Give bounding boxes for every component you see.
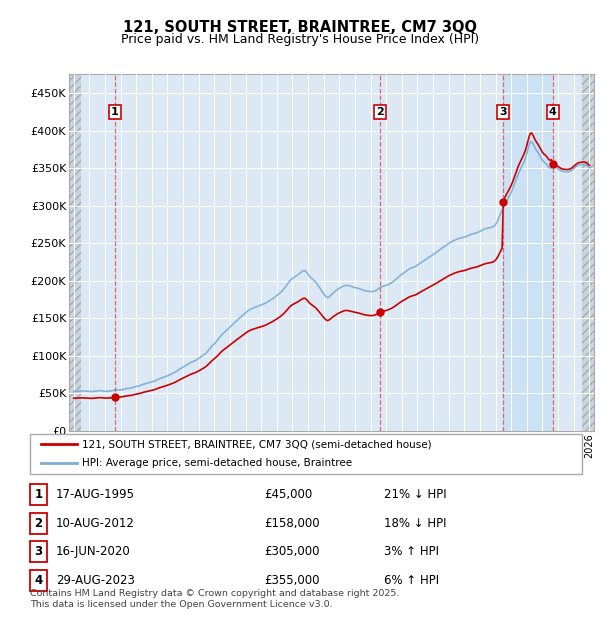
Text: £158,000: £158,000 — [264, 517, 320, 529]
Text: 2: 2 — [34, 517, 43, 529]
Text: £305,000: £305,000 — [264, 546, 320, 558]
Text: 2: 2 — [376, 107, 384, 117]
Text: 4: 4 — [549, 107, 557, 117]
Text: £45,000: £45,000 — [264, 489, 312, 501]
Text: 21% ↓ HPI: 21% ↓ HPI — [384, 489, 446, 501]
Bar — [503, 74, 553, 431]
Text: 6% ↑ HPI: 6% ↑ HPI — [384, 574, 439, 587]
Text: Contains HM Land Registry data © Crown copyright and database right 2025.
This d: Contains HM Land Registry data © Crown c… — [30, 590, 400, 609]
Text: 121, SOUTH STREET, BRAINTREE, CM7 3QQ (semi-detached house): 121, SOUTH STREET, BRAINTREE, CM7 3QQ (s… — [82, 439, 432, 449]
Bar — [581, 74, 594, 431]
Text: Price paid vs. HM Land Registry's House Price Index (HPI): Price paid vs. HM Land Registry's House … — [121, 33, 479, 46]
Text: 16-JUN-2020: 16-JUN-2020 — [56, 546, 131, 558]
Text: 29-AUG-2023: 29-AUG-2023 — [56, 574, 134, 587]
Text: 1: 1 — [111, 107, 119, 117]
Bar — [69, 74, 82, 431]
Text: 121, SOUTH STREET, BRAINTREE, CM7 3QQ: 121, SOUTH STREET, BRAINTREE, CM7 3QQ — [123, 20, 477, 35]
Text: 3: 3 — [34, 546, 43, 558]
Text: HPI: Average price, semi-detached house, Braintree: HPI: Average price, semi-detached house,… — [82, 458, 353, 468]
Text: 10-AUG-2012: 10-AUG-2012 — [56, 517, 134, 529]
Text: 17-AUG-1995: 17-AUG-1995 — [56, 489, 135, 501]
Text: £355,000: £355,000 — [264, 574, 320, 587]
Text: 1: 1 — [34, 489, 43, 501]
FancyBboxPatch shape — [30, 434, 582, 474]
Text: 4: 4 — [34, 574, 43, 587]
Text: 3: 3 — [499, 107, 506, 117]
Text: 3% ↑ HPI: 3% ↑ HPI — [384, 546, 439, 558]
Text: 18% ↓ HPI: 18% ↓ HPI — [384, 517, 446, 529]
